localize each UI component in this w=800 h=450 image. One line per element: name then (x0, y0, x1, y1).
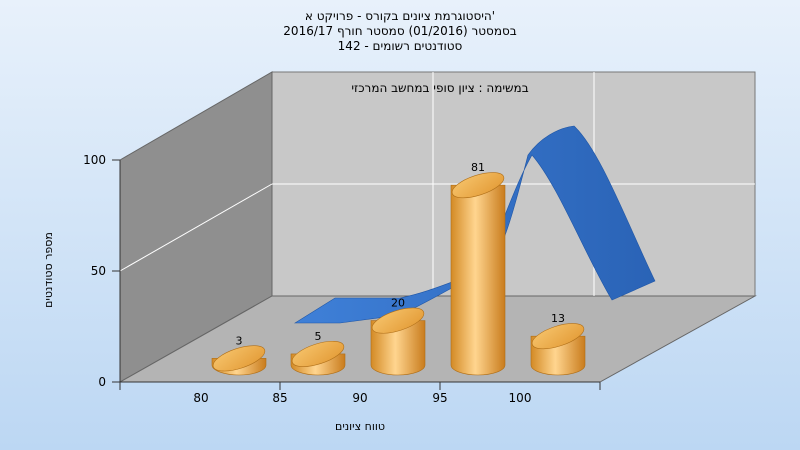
chart-title-line-1: היסטוגרמת ציונים בקורס - פרויקט א' (305, 9, 495, 23)
y-tick-label-50: 50 (91, 264, 106, 278)
data-label-80: 3 (236, 334, 243, 347)
y-tick-label-100: 100 (83, 153, 106, 167)
bar-top-100 (531, 323, 585, 350)
bar-90 (370, 320, 426, 376)
x-tick-label-100: 100 (509, 391, 532, 405)
y-axis: 100 50 0 (83, 153, 121, 389)
x-tick-label-95: 95 (432, 391, 447, 405)
bar-top-80 (212, 345, 266, 372)
data-label-85: 5 (315, 330, 322, 343)
bar-top-90 (371, 307, 425, 334)
chart-title-line-2: בסמסטר (01/2016) סמסטר חורף 2016/17 (283, 24, 516, 38)
bars: 3 5 20 81 13 (211, 161, 586, 376)
bar-95 (450, 184, 506, 376)
x-axis: 80 85 90 95 100 (119, 381, 601, 405)
x-tick-label-80: 80 (193, 391, 208, 405)
x-axis-title: טווח ציונים (335, 420, 385, 433)
x-tick-label-90: 90 (352, 391, 367, 405)
bar-top-95 (451, 172, 505, 199)
chart-title-line-3: 142 - סטודנטים רשומים (338, 39, 463, 53)
data-label-100: 13 (551, 312, 565, 325)
data-label-95: 81 (471, 161, 485, 174)
x-tick-label-85: 85 (272, 391, 287, 405)
data-label-90: 20 (391, 297, 405, 310)
gridline-left-h-1 (119, 183, 273, 272)
y-axis-title: מספר סטודנטים (42, 232, 55, 308)
y-tick-label-0: 0 (98, 375, 106, 389)
chart-annotation: במשימה : ציון סופי במחשב המרכזי (351, 81, 528, 95)
bar-top-85 (291, 340, 345, 367)
